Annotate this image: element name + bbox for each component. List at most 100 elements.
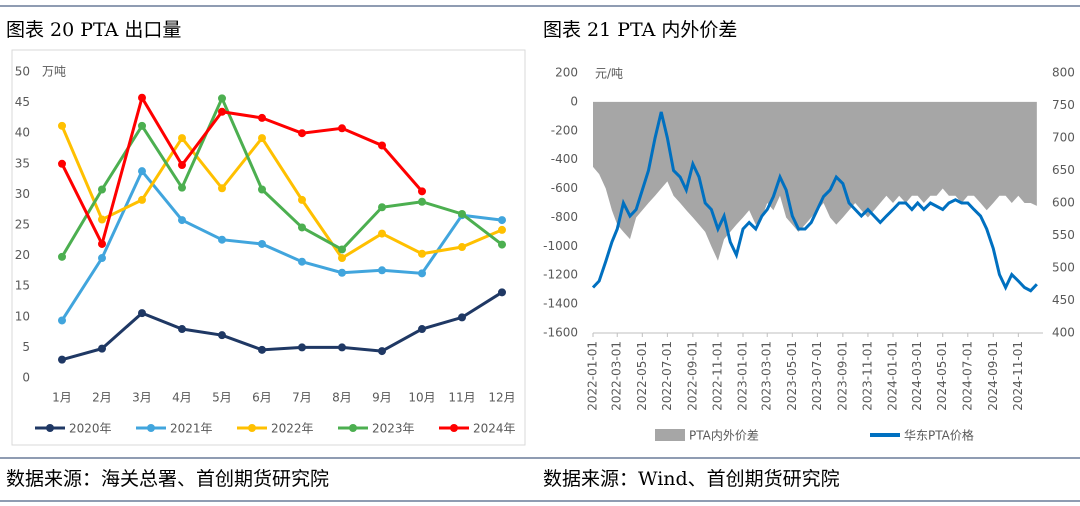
x-tick-label: 6月 xyxy=(252,391,272,405)
data-point xyxy=(258,345,266,354)
data-point xyxy=(98,254,106,263)
x-tick-label: 2022-01-01 xyxy=(586,341,600,411)
data-point xyxy=(58,316,66,325)
y-tick-label: 5 xyxy=(22,340,30,354)
x-tick-label: 7月 xyxy=(292,391,312,405)
data-point xyxy=(298,129,306,138)
chart-frame xyxy=(11,49,526,446)
spread-area xyxy=(593,101,1037,261)
series-line xyxy=(61,291,503,362)
data-point xyxy=(338,254,346,263)
data-point xyxy=(418,325,426,334)
legend-swatch xyxy=(349,424,357,432)
x-tick-label: 2022-05-01 xyxy=(635,341,649,411)
y-tick-label: 10 xyxy=(15,309,30,323)
data-point xyxy=(178,161,186,170)
source: 数据来源：Wind、首创期货研究院 xyxy=(543,468,840,490)
y2-tick-label: 400 xyxy=(1052,326,1075,340)
data-point xyxy=(498,240,506,249)
x-tick-label: 2月 xyxy=(92,391,112,405)
data-point xyxy=(138,309,146,318)
x-tick-label: 2023-11-01 xyxy=(860,341,874,411)
price-line xyxy=(591,111,1038,293)
y-axis-unit: 万吨 xyxy=(42,65,66,79)
legend-swatch xyxy=(655,429,685,441)
y-tick-label: 0 xyxy=(570,94,578,108)
chart-title: 图表 21 PTA 内外价差 xyxy=(543,19,737,41)
x-tick-label: 2024-07-01 xyxy=(960,341,974,411)
data-point xyxy=(58,159,66,168)
data-point xyxy=(378,266,386,275)
x-tick-label: 5月 xyxy=(212,391,232,405)
y-tick-label: -800 xyxy=(551,210,578,224)
y-tick-label: -1000 xyxy=(543,239,578,253)
data-point xyxy=(298,257,306,266)
y-tick-label: 0 xyxy=(22,371,30,385)
data-point xyxy=(98,215,106,224)
data-point xyxy=(218,235,226,244)
y-tick-label: 20 xyxy=(15,248,30,262)
data-point xyxy=(218,331,226,340)
data-point xyxy=(298,195,306,204)
legend-label: 2020年 xyxy=(69,422,112,436)
x-tick-label: 2024-11-01 xyxy=(1011,341,1025,411)
x-tick-label: 2023-07-01 xyxy=(810,341,824,411)
data-point xyxy=(98,239,106,248)
x-tick-label: 4月 xyxy=(172,391,192,405)
data-point xyxy=(378,203,386,212)
x-tick-label: 2024-03-01 xyxy=(910,341,924,411)
y-tick-label: 200 xyxy=(555,66,578,80)
data-point xyxy=(138,93,146,102)
x-tick-label: 2023-01-01 xyxy=(736,341,750,411)
data-point xyxy=(258,239,266,248)
y2-tick-label: 700 xyxy=(1052,131,1075,145)
y-tick-label: 50 xyxy=(15,65,30,79)
data-point xyxy=(178,183,186,192)
data-point xyxy=(138,121,146,130)
y-tick-label: 15 xyxy=(15,279,30,293)
legend-label: 2022年 xyxy=(271,422,314,436)
data-point xyxy=(458,243,466,252)
legend-swatch xyxy=(450,424,458,432)
y-tick-label: -1600 xyxy=(543,326,578,340)
data-point xyxy=(218,107,226,116)
data-point xyxy=(378,141,386,150)
x-tick-label: 2022-03-01 xyxy=(610,341,624,411)
data-point xyxy=(58,252,66,261)
data-point xyxy=(418,249,426,258)
data-point xyxy=(178,134,186,143)
y2-tick-label: 500 xyxy=(1052,261,1075,275)
data-point xyxy=(138,167,146,176)
data-point xyxy=(498,225,506,234)
y-tick-label: -1400 xyxy=(543,297,578,311)
y-tick-label: -600 xyxy=(551,181,578,195)
x-tick-label: 11月 xyxy=(448,391,475,405)
x-tick-label: 2022-09-01 xyxy=(685,341,699,411)
data-point xyxy=(178,216,186,225)
y-tick-label: 25 xyxy=(15,218,30,232)
y-tick-label: -200 xyxy=(551,123,578,137)
x-tick-label: 1月 xyxy=(52,391,72,405)
x-tick-label: 2022-11-01 xyxy=(710,341,724,411)
series-line xyxy=(60,125,503,261)
source: 数据来源：海关总署、首创期货研究院 xyxy=(6,468,329,490)
series-line xyxy=(60,93,424,249)
x-tick-label: 12月 xyxy=(488,391,515,405)
data-point xyxy=(338,268,346,277)
legend-swatch xyxy=(147,424,155,432)
data-point xyxy=(418,187,426,196)
data-point xyxy=(258,185,266,194)
series-line xyxy=(60,94,503,258)
data-point xyxy=(338,245,346,254)
x-tick-label: 2024-01-01 xyxy=(886,341,900,411)
data-point xyxy=(338,343,346,352)
data-point xyxy=(418,197,426,206)
data-point xyxy=(58,121,66,130)
chart-title: 图表 20 PTA 出口量 xyxy=(6,19,181,41)
legend-label: 华东PTA价格 xyxy=(904,428,974,443)
y-tick-label: 40 xyxy=(15,126,30,140)
data-point xyxy=(138,195,146,204)
y2-tick-label: 650 xyxy=(1052,163,1075,177)
data-point xyxy=(418,269,426,278)
